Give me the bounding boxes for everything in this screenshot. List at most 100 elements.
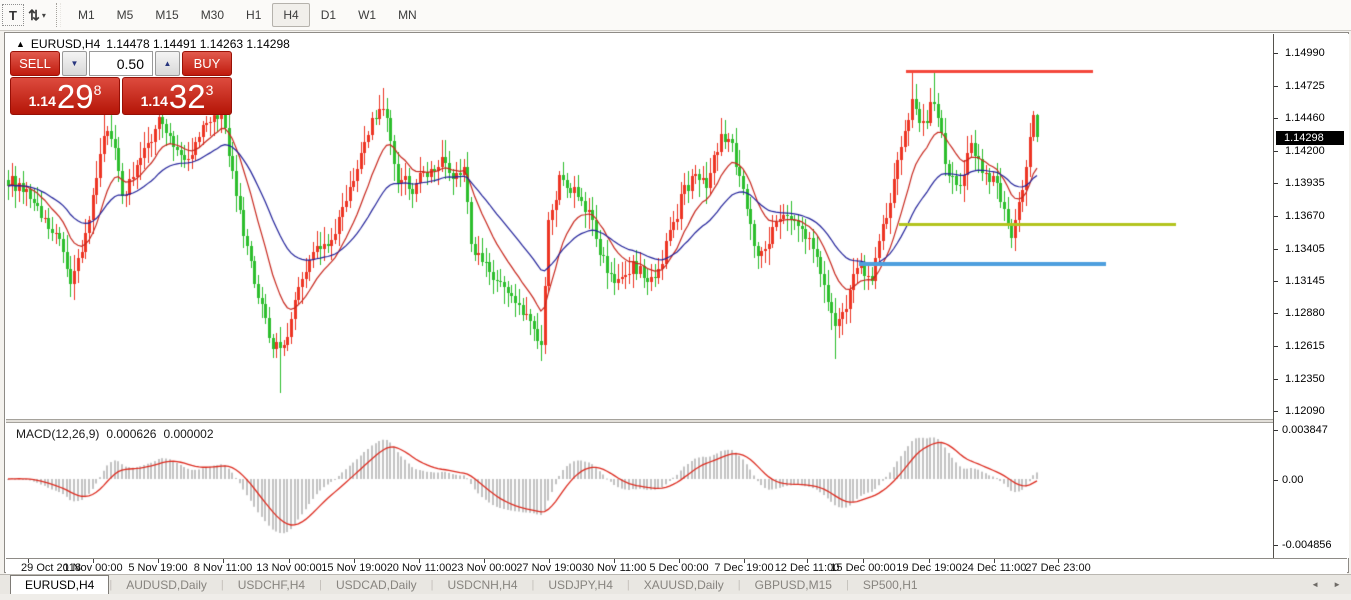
chart-tab-sp500[interactable]: SP500,H1	[862, 577, 918, 592]
tab-divider: |	[109, 578, 113, 591]
tab-divider: |	[531, 578, 535, 591]
price-chart-area[interactable]: ▲ EURUSD,H4 1.14478 1.14491 1.14263 1.14…	[6, 34, 1273, 419]
price-axis-label: 1.14725	[1285, 79, 1325, 92]
macd-main-value: 0.000626	[106, 427, 157, 441]
price-axis-tick	[1274, 85, 1278, 87]
macd-header: MACD(12,26,9) 0.000626 0.000002	[16, 427, 214, 441]
chevron-down-icon: ▾	[41, 10, 46, 20]
status-strip	[0, 594, 1351, 600]
time-axis-label: 27 Nov 19:00	[516, 562, 582, 574]
time-axis-label: 24 Dec 11:00	[961, 562, 1027, 574]
price-axis-label: 1.14200	[1285, 144, 1325, 157]
macd-axis-label: 0.003847	[1282, 424, 1328, 436]
macd-axis-tick	[1274, 545, 1278, 546]
price-axis-tick	[1274, 378, 1278, 380]
time-axis[interactable]: 29 Oct 2018 1 Nov 00:00 5 Nov 19:00 8 Nov 1…	[6, 558, 1347, 574]
price-axis-tick	[1274, 346, 1278, 348]
chart-tab-usdchf[interactable]: USDCHF,H4	[237, 577, 306, 592]
macd-canvas[interactable]	[6, 423, 1273, 557]
timeframe-button-mn[interactable]: MN	[398, 8, 417, 22]
price-axis-tick	[1274, 313, 1278, 315]
time-axis-tick	[614, 559, 615, 563]
timeframe-button-m15[interactable]: M15	[155, 8, 179, 22]
price-scale[interactable]: 1.14990 1.14725 1.14460 1.14200 1.13935 1.136…	[1273, 34, 1349, 558]
time-axis-tick	[223, 559, 224, 563]
toolbar-separator	[56, 3, 61, 27]
ask-big-digits: 32	[168, 78, 206, 115]
price-axis-tick	[1274, 280, 1278, 282]
macd-title: MACD(12,26,9)	[16, 427, 100, 441]
time-axis-tick	[93, 559, 94, 563]
sell-button[interactable]: SELL	[10, 51, 60, 76]
macd-axis-tick	[1274, 480, 1278, 481]
timeframe-buttons: M1 M5 M15 M30 H1 H4 D1 W1 MN	[67, 3, 428, 27]
chart-tab-eurusd[interactable]: EURUSD,H4	[10, 575, 110, 594]
time-axis-tick	[28, 559, 29, 563]
tabs-scroll-right-icon[interactable]: ►	[1333, 580, 1341, 589]
volume-decrease-button[interactable]: ▼	[62, 51, 87, 76]
time-axis-tick	[158, 559, 159, 563]
tab-divider: |	[845, 578, 849, 591]
text-tool-icon[interactable]: T	[2, 4, 24, 26]
time-axis-label: 12 Dec 11:00	[774, 562, 840, 574]
time-axis-label: 20 Nov 11:00	[386, 562, 452, 574]
chart-tab-audusd[interactable]: AUDUSD,Daily	[126, 577, 207, 592]
price-axis-label: 1.12350	[1285, 372, 1325, 385]
collapse-triangle-icon[interactable]: ▲	[16, 39, 25, 49]
chart-window: ▲ EURUSD,H4 1.14478 1.14491 1.14263 1.14…	[4, 32, 1349, 574]
price-axis-label: 1.12880	[1285, 307, 1325, 320]
ask-pip-digit: 3	[205, 82, 214, 98]
timeframe-button-w1[interactable]: W1	[358, 8, 377, 22]
timeframe-button-m1[interactable]: M1	[78, 8, 95, 22]
tab-nav-arrows: ◄ ►	[1311, 575, 1351, 594]
time-axis-tick	[679, 559, 680, 563]
time-axis-label: 7 Dec 19:00	[714, 562, 774, 574]
timeframe-button-d1[interactable]: D1	[320, 8, 337, 22]
chart-tab-xauusd[interactable]: XAUUSD,Daily	[643, 577, 724, 592]
macd-signal-value: 0.000002	[163, 427, 214, 441]
ask-price-block[interactable]: 1.14 32 3	[122, 77, 232, 115]
tab-divider: |	[430, 578, 434, 591]
time-axis-label: 15 Nov 19:00	[321, 562, 387, 574]
timeframe-button-m30[interactable]: M30	[200, 8, 225, 22]
time-axis-tick	[484, 559, 485, 563]
volume-input[interactable]: 0.50	[89, 51, 153, 76]
chart-tab-usdcnh[interactable]: USDCNH,H4	[447, 577, 518, 592]
volume-increase-button[interactable]: ▲	[155, 51, 180, 76]
buy-button[interactable]: BUY	[182, 51, 232, 76]
time-axis-tick	[863, 559, 864, 563]
time-axis-label: 19 Dec 19:00	[896, 562, 962, 574]
time-axis-tick	[354, 559, 355, 563]
time-axis-label: 13 Nov 00:00	[256, 562, 322, 574]
bid-price-block[interactable]: 1.14 29 8	[10, 77, 120, 115]
macd-axis-tick	[1274, 430, 1278, 431]
time-axis-tick	[929, 559, 930, 563]
price-axis-label: 1.13145	[1285, 274, 1325, 287]
timeframe-button-h1[interactable]: H1	[246, 8, 262, 22]
chart-tab-usdjpy[interactable]: USDJPY,H4	[548, 577, 613, 592]
one-click-trade-panel: SELL ▼ 0.50 ▲ BUY 1.14 29 8 1.14 32 3	[10, 51, 232, 115]
tabs-scroll-left-icon[interactable]: ◄	[1311, 580, 1320, 589]
time-axis-label: 23 Nov 00:00	[451, 562, 517, 574]
tab-divider: |	[737, 578, 741, 591]
chart-tab-bar: EURUSD,H4 | AUDUSD,Daily | USDCHF,H4 | USDCAD,…	[0, 574, 1351, 594]
timeframe-button-m5[interactable]: M5	[116, 8, 134, 22]
updown-arrows-icon: ⇅	[28, 6, 40, 23]
price-axis-tick	[1274, 53, 1278, 54]
ask-prefix: 1.14	[140, 92, 168, 109]
panel-splitter[interactable]	[6, 419, 1273, 423]
time-axis-label: 30 Nov 11:00	[581, 562, 647, 574]
price-axis-tick	[1274, 411, 1278, 412]
time-axis-label: 15 Dec 00:00	[830, 562, 896, 574]
chart-tab-gbpusd[interactable]: GBPUSD,M15	[754, 577, 832, 592]
current-price-badge: 1.14298	[1276, 131, 1344, 146]
timeframe-button-h4[interactable]: H4	[272, 3, 310, 27]
macd-indicator-area[interactable]: MACD(12,26,9) 0.000626 0.000002	[6, 423, 1273, 557]
scale-arrows-icon[interactable]: ⇅ ▾	[26, 4, 48, 26]
chart-tab-usdcad[interactable]: USDCAD,Daily	[335, 577, 417, 592]
price-axis-label: 1.13935	[1285, 177, 1325, 190]
price-axis-tick	[1274, 183, 1278, 185]
price-axis-tick	[1274, 215, 1278, 217]
time-axis-tick	[1058, 559, 1059, 563]
